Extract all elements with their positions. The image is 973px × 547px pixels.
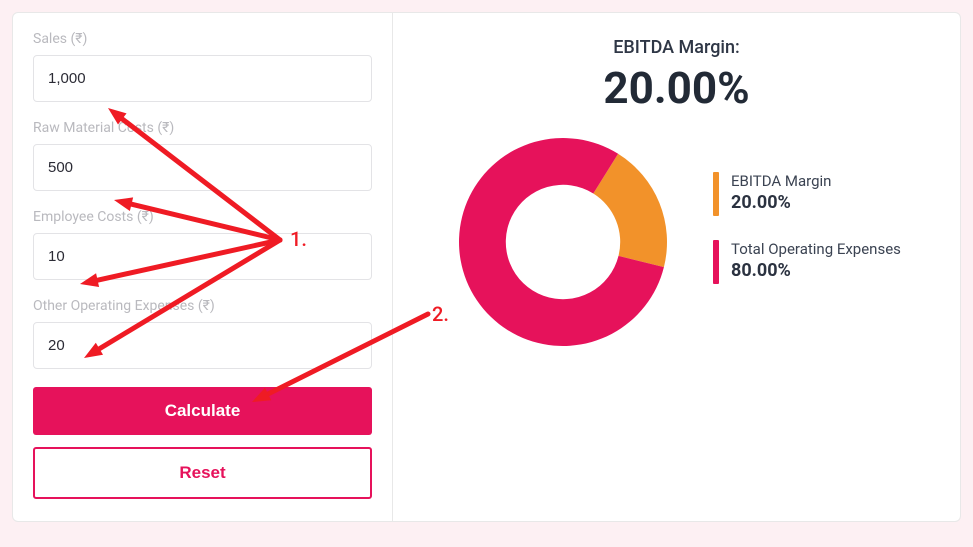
rawmat-label: Raw Material Costs (₹) xyxy=(33,120,372,136)
donut-chart xyxy=(453,132,673,352)
legend-item: EBITDA Margin 20.00% xyxy=(713,172,901,216)
legend-value: 80.00% xyxy=(731,260,901,281)
legend-item: Total Operating Expenses 80.00% xyxy=(713,240,901,284)
otherop-label: Other Operating Expenses (₹) xyxy=(33,298,372,314)
legend-text: EBITDA Margin 20.00% xyxy=(731,172,831,216)
legend-label: Total Operating Expenses xyxy=(731,240,901,258)
result-value: 20.00% xyxy=(423,62,930,114)
legend-label: EBITDA Margin xyxy=(731,172,831,190)
result-title: EBITDA Margin: xyxy=(423,37,930,58)
legend-color-bar xyxy=(713,240,719,284)
result-pane: EBITDA Margin: 20.00% EBITDA Margin 20.00… xyxy=(393,13,960,521)
sales-input[interactable] xyxy=(33,55,372,102)
chart-legend: EBITDA Margin 20.00% Total Operating Expen… xyxy=(713,172,901,308)
sales-label: Sales (₹) xyxy=(33,31,372,47)
reset-button[interactable]: Reset xyxy=(33,447,372,499)
employee-label: Employee Costs (₹) xyxy=(33,209,372,225)
employee-input[interactable] xyxy=(33,233,372,280)
legend-color-bar xyxy=(713,172,719,216)
calculate-button[interactable]: Calculate xyxy=(33,387,372,435)
rawmat-input[interactable] xyxy=(33,144,372,191)
input-form: Sales (₹) Raw Material Costs (₹) Employe… xyxy=(13,13,393,521)
legend-text: Total Operating Expenses 80.00% xyxy=(731,240,901,284)
otherop-input[interactable] xyxy=(33,322,372,369)
legend-value: 20.00% xyxy=(731,192,831,213)
calculator-card: Sales (₹) Raw Material Costs (₹) Employe… xyxy=(12,12,961,522)
chart-region: EBITDA Margin 20.00% Total Operating Expen… xyxy=(423,132,930,352)
